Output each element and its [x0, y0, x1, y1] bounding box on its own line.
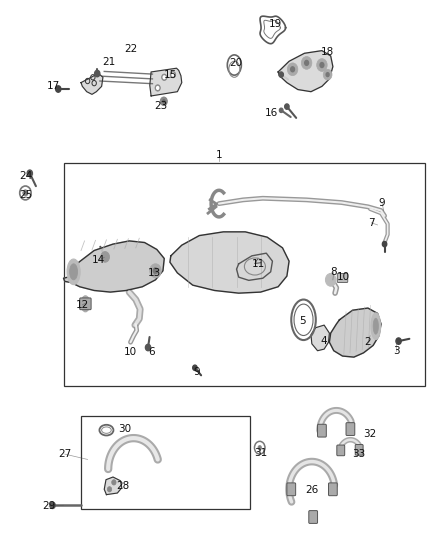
Circle shape	[160, 97, 167, 106]
Bar	[81, 416, 250, 509]
Circle shape	[50, 502, 55, 508]
Circle shape	[396, 338, 401, 344]
Text: 10: 10	[336, 272, 350, 282]
Circle shape	[27, 170, 32, 176]
FancyBboxPatch shape	[318, 424, 326, 437]
Text: 26: 26	[305, 486, 318, 495]
FancyBboxPatch shape	[287, 483, 296, 496]
Text: 12: 12	[76, 300, 89, 310]
Circle shape	[301, 56, 312, 69]
Circle shape	[145, 344, 151, 351]
Text: 18: 18	[321, 47, 334, 56]
Circle shape	[325, 273, 336, 286]
Text: 22: 22	[124, 44, 137, 54]
Text: 20: 20	[229, 58, 242, 68]
Circle shape	[193, 365, 197, 370]
Circle shape	[101, 252, 110, 262]
Text: 8: 8	[330, 267, 337, 277]
Circle shape	[95, 70, 100, 77]
Text: 32: 32	[364, 430, 377, 439]
Circle shape	[150, 264, 161, 278]
FancyBboxPatch shape	[309, 511, 318, 523]
Circle shape	[112, 480, 116, 485]
Text: 29: 29	[42, 502, 56, 511]
Text: 23: 23	[155, 101, 168, 110]
FancyBboxPatch shape	[355, 445, 363, 455]
Circle shape	[279, 108, 283, 112]
Polygon shape	[64, 241, 164, 292]
Text: 9: 9	[193, 367, 200, 376]
Circle shape	[102, 254, 108, 260]
Polygon shape	[278, 51, 333, 92]
Circle shape	[162, 74, 167, 80]
FancyBboxPatch shape	[346, 423, 355, 435]
Text: 13: 13	[148, 268, 161, 278]
Ellipse shape	[373, 318, 378, 334]
Text: 30: 30	[118, 424, 131, 434]
Circle shape	[323, 69, 332, 80]
Text: 25: 25	[20, 190, 33, 199]
Circle shape	[382, 241, 387, 247]
Text: 21: 21	[102, 58, 115, 67]
Circle shape	[325, 72, 330, 77]
Circle shape	[290, 66, 295, 72]
Ellipse shape	[81, 296, 90, 312]
Polygon shape	[311, 325, 329, 351]
Polygon shape	[81, 74, 103, 94]
Ellipse shape	[371, 313, 381, 340]
Text: 24: 24	[20, 171, 33, 181]
Circle shape	[287, 63, 298, 76]
Circle shape	[279, 72, 283, 77]
Circle shape	[285, 104, 289, 109]
Ellipse shape	[67, 259, 80, 285]
Circle shape	[156, 86, 159, 90]
Circle shape	[319, 62, 325, 68]
Circle shape	[170, 71, 176, 78]
Polygon shape	[150, 68, 182, 96]
Circle shape	[153, 268, 158, 274]
Text: 31: 31	[254, 448, 267, 458]
Text: 28: 28	[116, 481, 129, 491]
Text: 33: 33	[353, 449, 366, 459]
Text: 3: 3	[393, 346, 400, 356]
Text: 9: 9	[378, 198, 385, 207]
Text: 11: 11	[252, 259, 265, 269]
Text: 7: 7	[368, 218, 375, 228]
Text: 5: 5	[299, 317, 306, 326]
Text: 6: 6	[148, 347, 155, 357]
Circle shape	[171, 72, 175, 77]
Circle shape	[107, 487, 112, 492]
FancyBboxPatch shape	[337, 445, 345, 456]
FancyBboxPatch shape	[80, 298, 91, 310]
Circle shape	[23, 190, 28, 196]
Text: 27: 27	[58, 449, 71, 459]
Text: 1: 1	[215, 150, 223, 159]
Circle shape	[56, 86, 61, 92]
Text: 16: 16	[265, 108, 278, 118]
Circle shape	[258, 445, 262, 450]
FancyBboxPatch shape	[337, 273, 348, 282]
Circle shape	[162, 75, 166, 79]
Text: 14: 14	[92, 255, 105, 265]
Bar	[64, 163, 425, 386]
FancyBboxPatch shape	[328, 483, 337, 496]
Text: 4: 4	[321, 336, 328, 346]
Text: 17: 17	[47, 82, 60, 91]
Text: 10: 10	[124, 347, 137, 357]
Text: 15: 15	[163, 70, 177, 79]
Polygon shape	[329, 308, 381, 357]
Text: 19: 19	[268, 19, 282, 29]
Circle shape	[155, 85, 160, 91]
Polygon shape	[104, 477, 122, 495]
Circle shape	[317, 59, 327, 71]
Circle shape	[304, 60, 309, 66]
Ellipse shape	[70, 264, 78, 280]
Text: 2: 2	[364, 337, 371, 347]
Circle shape	[162, 99, 166, 103]
Polygon shape	[170, 232, 289, 293]
